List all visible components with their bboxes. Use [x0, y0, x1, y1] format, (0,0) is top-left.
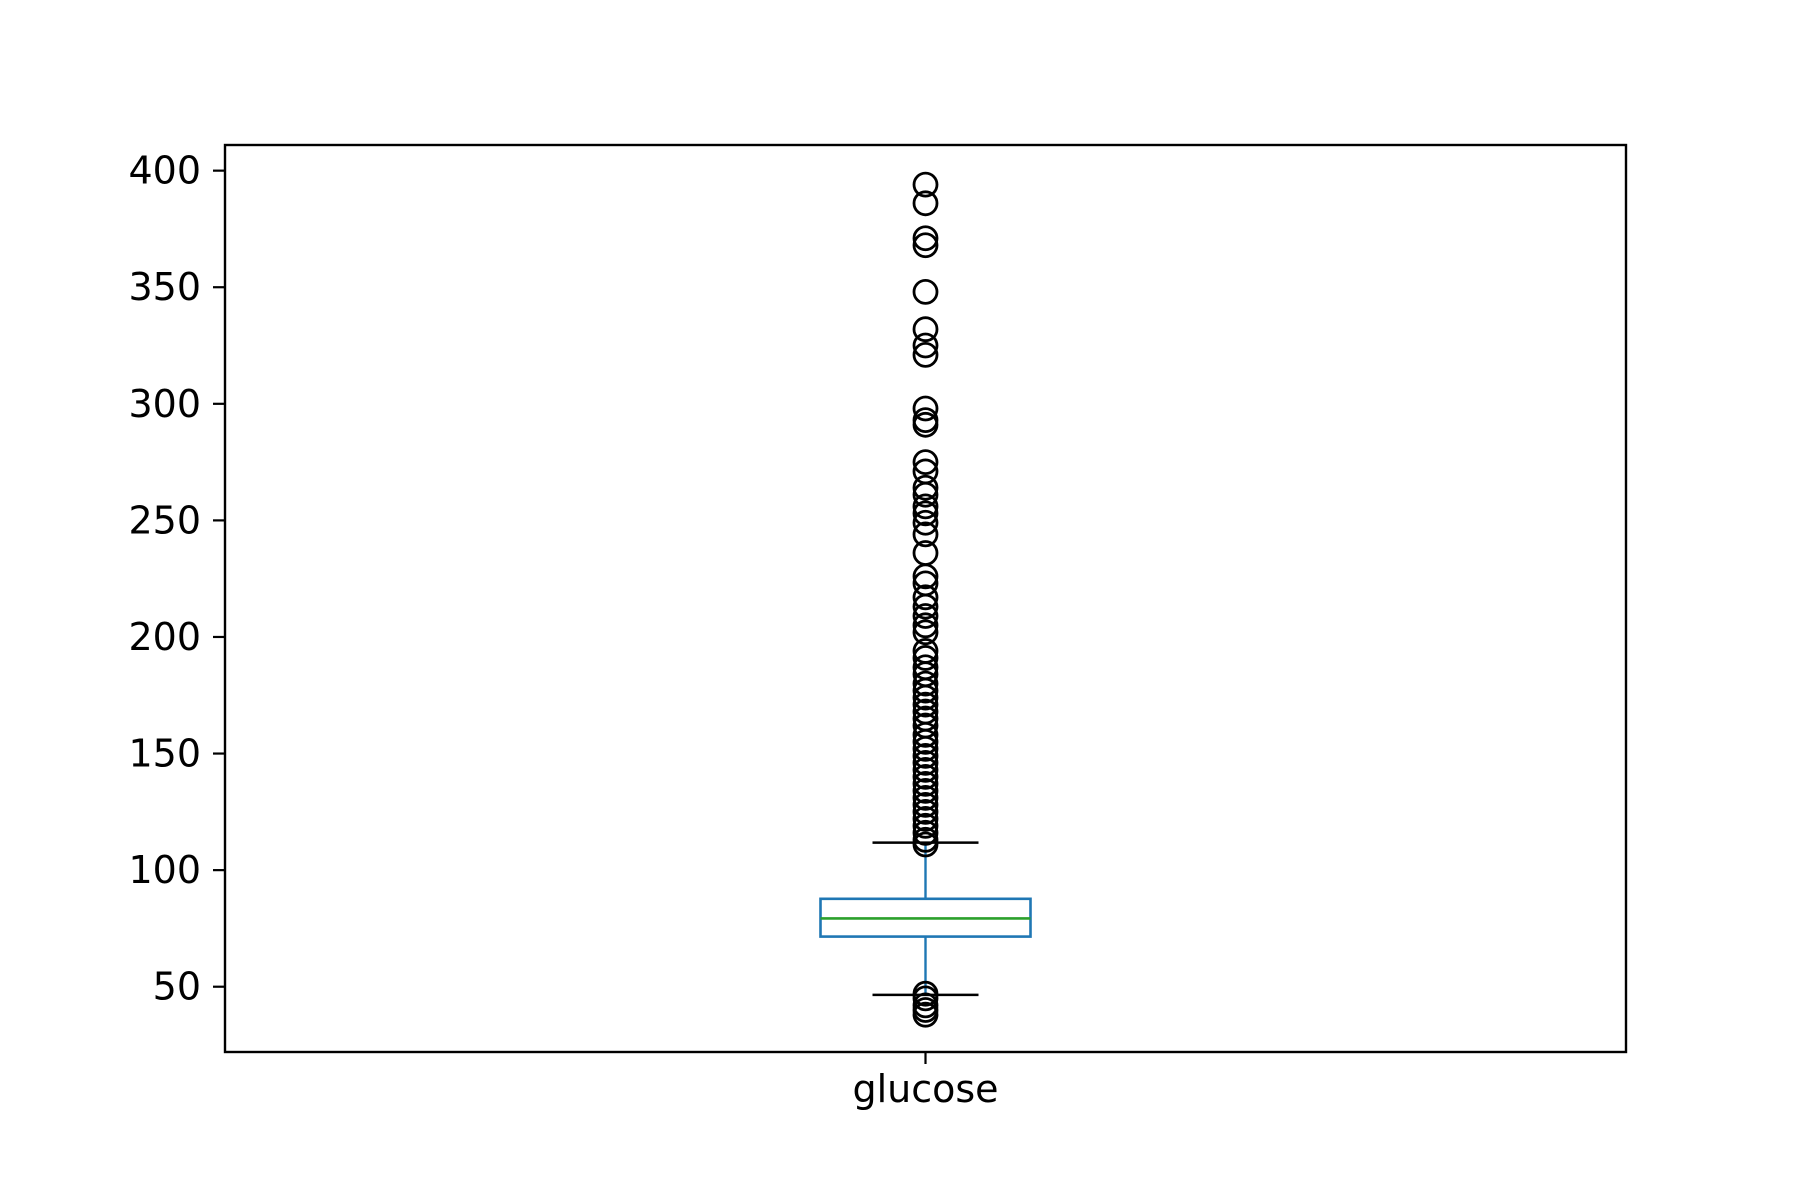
outlier-point — [912, 563, 939, 590]
outlier-point — [912, 509, 939, 536]
outlier-point — [912, 763, 939, 790]
outlier-point — [912, 812, 939, 839]
y-tick-label: 100 — [128, 848, 201, 892]
y-axis: 50 100 150 200 250 300 350 400 — [128, 149, 225, 1009]
outlier-point — [912, 481, 939, 508]
outlier-point — [912, 645, 939, 671]
outlier-point — [912, 278, 939, 305]
y-tick-label: 250 — [128, 498, 201, 542]
outlier-point — [912, 593, 939, 620]
outlier-point — [912, 721, 939, 748]
outlier-point — [912, 225, 939, 252]
outlier-point — [912, 831, 939, 858]
outlier-point — [912, 612, 939, 639]
y-tick-label: 350 — [128, 265, 201, 309]
outlier-point — [912, 735, 939, 762]
outlier-point — [912, 619, 939, 646]
outlier-point — [912, 449, 939, 476]
outlier-point — [912, 500, 939, 527]
outlier-point — [912, 749, 939, 776]
outlier-point — [912, 819, 939, 846]
y-tick-label: 150 — [128, 732, 201, 776]
outlier-point — [912, 756, 939, 783]
outlier-point — [912, 493, 939, 520]
outlier-point — [912, 395, 939, 422]
x-tick-label: glucose — [852, 1067, 998, 1111]
y-tick-label: 400 — [128, 149, 201, 193]
outlier-point — [912, 474, 939, 501]
outlier-point — [912, 332, 939, 359]
outlier-point — [912, 770, 939, 797]
outlier-point — [912, 684, 939, 711]
outlier-point — [912, 1001, 939, 1028]
outlier-point — [912, 521, 939, 548]
outlier-point — [912, 584, 939, 611]
outlier-point — [912, 171, 939, 198]
y-tick-label: 300 — [128, 382, 201, 426]
x-axis: glucose — [852, 1052, 999, 1111]
outlier-point — [912, 742, 939, 769]
outlier-point — [912, 341, 939, 368]
outlier-point — [912, 791, 939, 818]
outlier-point — [912, 677, 939, 704]
outlier-point — [912, 670, 939, 697]
outlier-point — [912, 316, 939, 343]
outlier-point — [912, 728, 939, 755]
outlier-point — [912, 691, 939, 718]
outlier-point — [912, 190, 939, 217]
y-tick-label: 50 — [153, 965, 201, 1009]
outlier-point — [912, 798, 939, 825]
y-tick-label: 200 — [128, 615, 201, 659]
outlier-point — [912, 805, 939, 832]
outlier-point — [912, 777, 939, 804]
outlier-point — [912, 411, 939, 438]
plot-area — [819, 171, 1032, 1028]
outlier-point — [912, 784, 939, 811]
outlier-point — [912, 985, 939, 1012]
outlier-point — [912, 603, 939, 629]
outlier-point — [912, 232, 939, 259]
